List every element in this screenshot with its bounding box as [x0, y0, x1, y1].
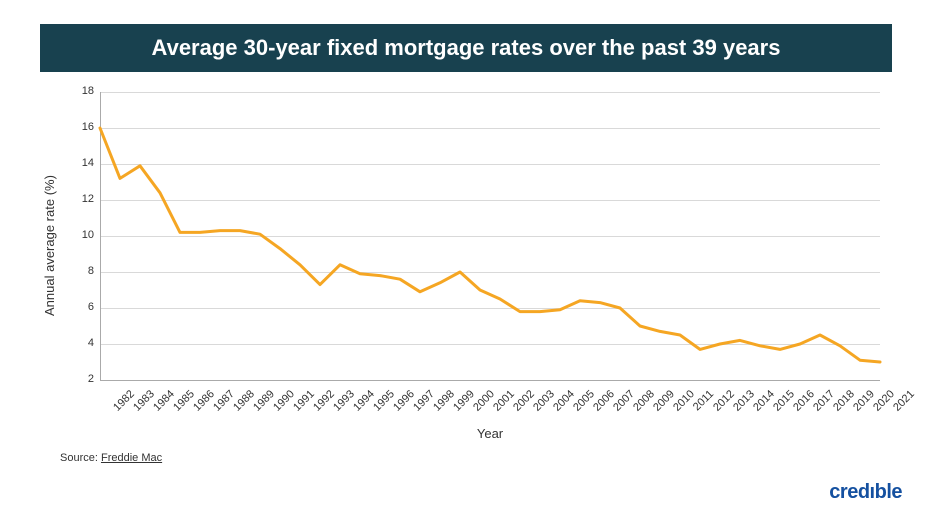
mortgage-rate-line [100, 128, 880, 362]
source-caption: Source: Freddie Mac [60, 452, 162, 464]
line-plot [0, 0, 932, 524]
brand-logo: credıble [829, 481, 902, 504]
source-link[interactable]: Freddie Mac [101, 452, 162, 464]
source-prefix: Source: [60, 452, 101, 464]
chart-canvas: Average 30-year fixed mortgage rates ove… [0, 0, 932, 524]
